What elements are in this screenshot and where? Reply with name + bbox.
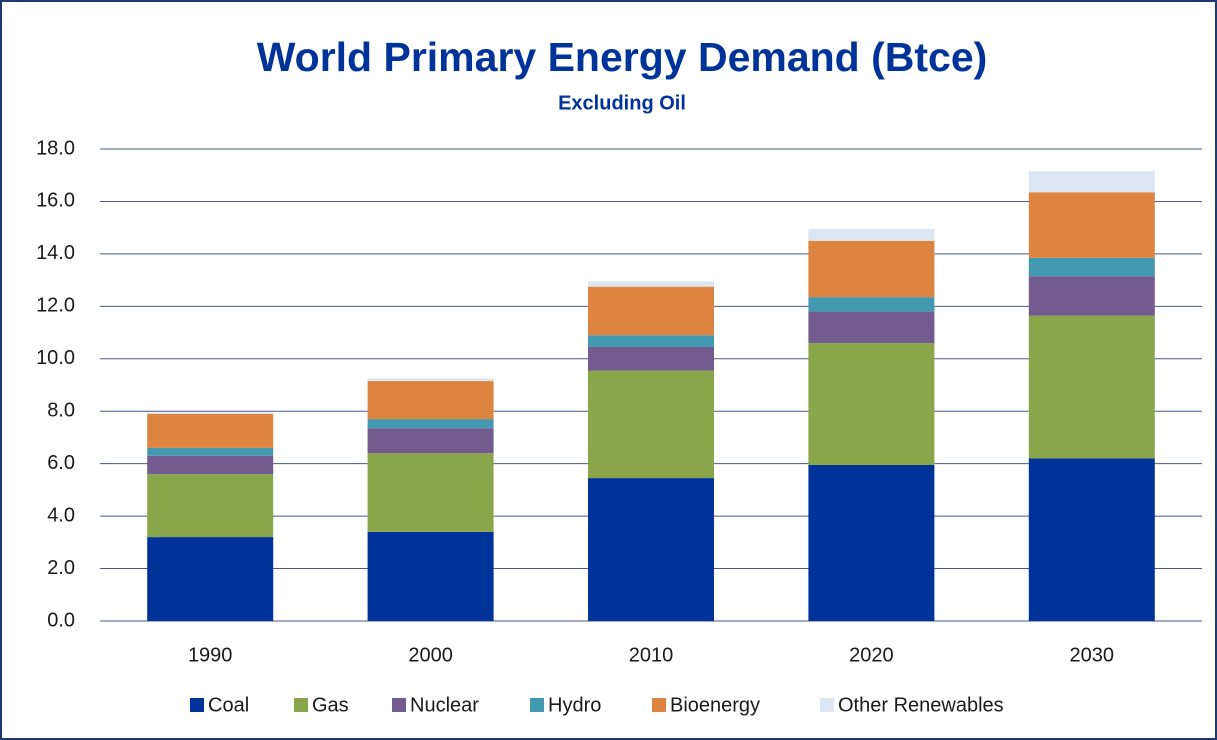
y-tick-label: 12.0 (36, 295, 75, 317)
bar-segment (1028, 315, 1155, 459)
x-tick-label: 2010 (629, 644, 674, 666)
y-tick-label: 4.0 (47, 504, 75, 526)
bar-segment (367, 419, 494, 429)
bar-segment (808, 464, 935, 621)
bar-segment (808, 228, 935, 241)
bar-segment (808, 311, 935, 344)
x-tick-label: 2000 (408, 644, 453, 666)
y-tick-label: 8.0 (47, 400, 75, 422)
bar-segment (588, 281, 714, 287)
bar-segment (367, 378, 494, 382)
bar-segment (1028, 171, 1155, 193)
bar-segment (588, 346, 714, 371)
legend-swatch (820, 698, 834, 712)
bar-segment (1028, 458, 1155, 621)
legend-label: Nuclear (410, 694, 479, 716)
y-tick-label: 10.0 (36, 347, 75, 369)
x-tick-label: 2030 (1070, 644, 1115, 666)
y-tick-label: 6.0 (47, 452, 75, 474)
y-tick-label: 2.0 (47, 557, 75, 579)
bar-segment (588, 286, 714, 336)
legend-label: Other Renewables (838, 694, 1004, 716)
bar-segment (367, 381, 494, 420)
legend-swatch (294, 698, 308, 712)
y-tick-label: 0.0 (47, 609, 75, 631)
bar-segment (588, 335, 714, 347)
legend-label: Hydro (548, 694, 601, 716)
bar-segment (367, 531, 494, 621)
legend-swatch (530, 698, 544, 712)
bar-segment (367, 453, 494, 532)
chart-subtitle: Excluding Oil (558, 92, 686, 114)
legend-label: Bioenergy (670, 694, 760, 716)
chart-title: World Primary Energy Demand (Btce) (257, 34, 988, 80)
y-tick-label: 16.0 (36, 190, 75, 212)
bar-segment (1028, 276, 1155, 316)
bar-segment (147, 474, 274, 538)
bar-segment (147, 537, 274, 621)
legend-label: Gas (312, 694, 349, 716)
legend-label: Coal (208, 694, 249, 716)
bar-segment (147, 455, 274, 475)
bar-segment (808, 297, 935, 312)
bar-segment (808, 240, 935, 298)
bar-segment (367, 428, 494, 454)
legend-swatch (190, 698, 204, 712)
bar-segment (588, 478, 714, 621)
bar-segment (588, 370, 714, 479)
bar-segment (1028, 192, 1155, 258)
bar-segment (147, 412, 274, 414)
bar-segment (808, 343, 935, 465)
legend-swatch (652, 698, 666, 712)
bar-segment (147, 413, 274, 448)
y-tick-label: 14.0 (36, 242, 75, 264)
bar-segment (147, 447, 274, 456)
x-tick-label: 2020 (849, 644, 894, 666)
y-tick-label: 18.0 (36, 137, 75, 159)
x-tick-label: 1990 (188, 644, 233, 666)
legend-swatch (392, 698, 406, 712)
bar-segment (1028, 257, 1155, 277)
